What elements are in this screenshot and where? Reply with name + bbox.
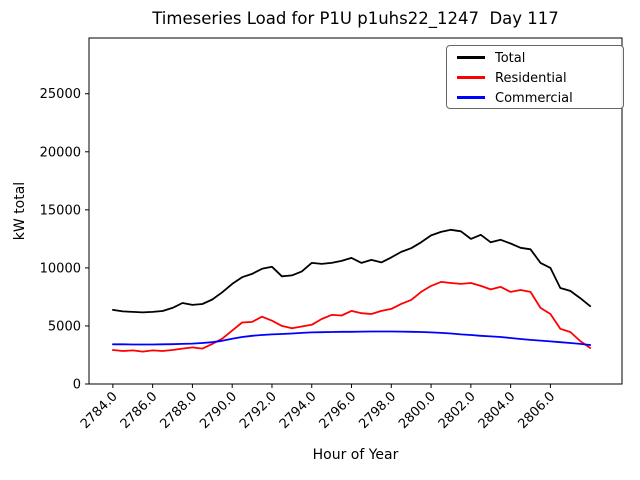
legend-item-residential: Residential [447,69,623,89]
x-tick-label: 2790.0 [197,389,240,432]
total-line-swatch-icon [457,56,485,59]
axes-box [88,37,623,385]
legend-label-commercial: Commercial [495,91,573,106]
y-tick-label: 15000 [40,203,81,218]
x-tick-label: 2786.0 [118,389,161,432]
y-tick-label: 5000 [48,319,81,334]
x-tick-label: 2798.0 [356,389,399,432]
x-tick-label: 2796.0 [317,389,360,432]
residential-line [112,280,592,353]
x-tick-label: 2784.0 [78,389,121,432]
x-tick-label: 2788.0 [157,389,200,432]
x-tick-label: 2794.0 [277,389,320,432]
y-tick-label: 0 [73,378,81,393]
x-axis-label: Hour of Year [312,447,399,463]
residential-line-swatch-icon [457,76,485,79]
y-axis-label: kW total [12,181,28,241]
legend-label-total: Total [495,51,526,66]
legend: Total Residential Commercial [446,45,624,109]
x-tick-label: 2806.0 [515,389,558,432]
y-tick-label: 25000 [40,87,81,102]
x-tick-label: 2804.0 [476,389,519,432]
total-line [112,228,592,314]
chart-title: Timeseries Load for P1U p1uhs22_1247 Day… [152,9,559,28]
commercial-line [112,330,592,346]
legend-item-commercial: Commercial [447,89,623,109]
commercial-line-swatch-icon [457,96,485,99]
legend-label-residential: Residential [495,71,567,86]
x-tick-label: 2800.0 [396,389,439,432]
y-tick-label: 20000 [40,145,81,160]
y-tick-label: 10000 [40,261,81,276]
legend-item-total: Total [447,49,623,69]
x-tick-label: 2802.0 [436,389,479,432]
x-tick-label: 2792.0 [237,389,280,432]
